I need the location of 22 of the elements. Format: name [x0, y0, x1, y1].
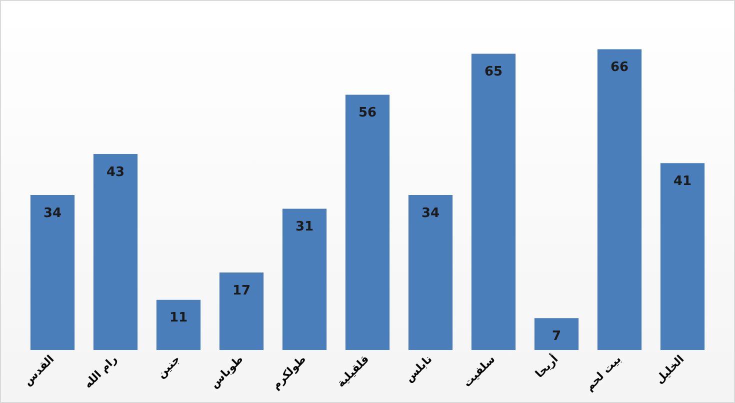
x-tick-label: الخليل: [652, 352, 687, 386]
data-label: 31: [295, 220, 314, 235]
x-tick-label: طولكرم: [269, 352, 309, 392]
x-tick-label: نابلس: [402, 352, 435, 385]
x-tick-label: طوباس: [208, 352, 246, 391]
data-label: 41: [673, 174, 692, 190]
data-label: 11: [169, 310, 188, 326]
data-label: 17: [232, 283, 251, 298]
data-label: 34: [421, 206, 440, 221]
data-label: 7: [552, 328, 562, 344]
data-label: 65: [484, 64, 503, 80]
x-tick-label: جنين: [154, 352, 183, 381]
x-tick-label: بيت لحم: [582, 352, 624, 394]
x-tick-label: رام الله: [81, 352, 120, 391]
data-label: 66: [610, 60, 629, 76]
data-label: 56: [358, 106, 377, 121]
data-label: 34: [43, 206, 62, 221]
x-tick-label: القدس: [21, 352, 57, 388]
x-tick-label: قلقيلية: [334, 352, 372, 390]
x-tick-label: أريحا: [532, 352, 561, 380]
data-label: 43: [106, 164, 125, 180]
x-tick-label: سلفيت: [460, 352, 498, 390]
